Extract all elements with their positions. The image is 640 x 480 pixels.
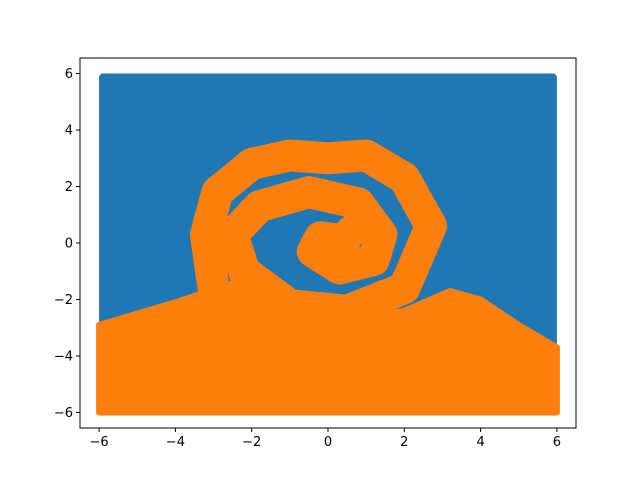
- y-tick-label: −4: [54, 349, 73, 364]
- x-axis: −6 −4 −2 0 2 4 6: [89, 428, 561, 450]
- y-tick-label: −6: [54, 406, 73, 421]
- x-tick-label: 0: [324, 435, 332, 450]
- class-1-spiral-stem: [206, 235, 214, 289]
- x-tick-label: −6: [89, 435, 108, 450]
- plot-area: [99, 74, 557, 413]
- x-tick-label: −2: [242, 435, 261, 450]
- x-tick-label: −4: [166, 435, 185, 450]
- x-tick-label: 4: [476, 435, 484, 450]
- x-tick-label: 2: [400, 435, 408, 450]
- y-tick-label: −2: [54, 293, 73, 308]
- y-tick-label: 2: [65, 180, 73, 195]
- y-tick-label: 4: [65, 124, 73, 139]
- x-tick-label: 6: [553, 435, 561, 450]
- y-axis: −6 −4 −2 0 2 4 6: [54, 67, 80, 421]
- y-tick-label: 6: [65, 67, 73, 82]
- y-tick-label: 0: [65, 237, 73, 252]
